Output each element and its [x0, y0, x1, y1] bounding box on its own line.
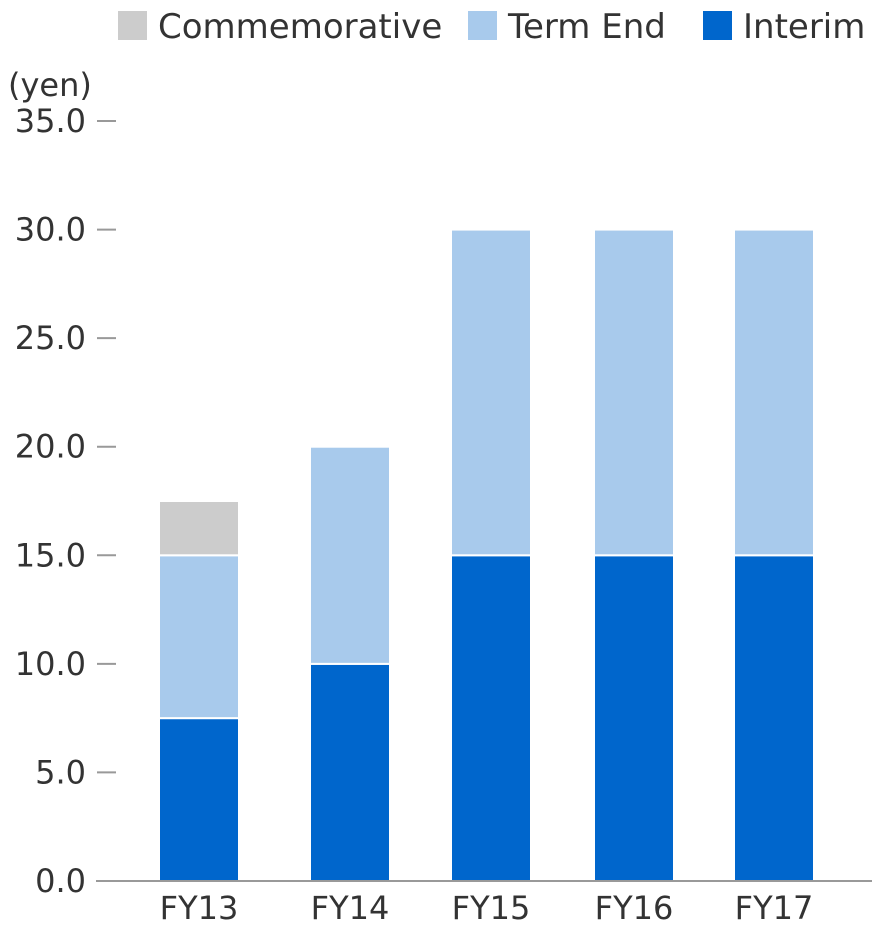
y-tick-label: 25.0 — [15, 319, 86, 357]
x-tick-label: FY14 — [311, 889, 390, 927]
bar-interim-fy14 — [309, 662, 391, 882]
bar-commemorative-fy13 — [158, 500, 240, 557]
legend-label: Commemorative — [158, 7, 442, 47]
bar-interim-fy17 — [733, 554, 815, 882]
bar-term-end-fy17 — [733, 228, 815, 557]
bar-term-end-fy13 — [158, 554, 240, 720]
legend-label: Interim — [743, 7, 865, 47]
y-tick-label: 5.0 — [35, 753, 86, 791]
bar-term-end-fy16 — [593, 228, 675, 557]
legend-label: Term End — [507, 7, 666, 47]
y-axis-unit-label: (yen) — [8, 66, 92, 104]
bars — [158, 228, 815, 883]
y-tick-label: 0.0 — [35, 862, 86, 900]
y-tick-label: 15.0 — [15, 536, 86, 574]
legend: Commemorative Term End Interim — [118, 7, 865, 47]
bar-interim-fy15 — [450, 554, 532, 882]
x-tick-label: FY17 — [735, 889, 814, 927]
legend-swatch — [468, 11, 497, 40]
x-tick-label: FY15 — [452, 889, 531, 927]
y-axis: 0.0 5.0 10.0 15.0 20.0 25.0 30.0 35.0 — [15, 102, 116, 900]
y-tick-label: 30.0 — [15, 211, 86, 249]
legend-swatch — [703, 11, 732, 40]
y-tick-label: 10.0 — [15, 645, 86, 683]
y-tick-label: 35.0 — [15, 102, 86, 140]
x-tick-label: FY16 — [595, 889, 674, 927]
x-tick-label: FY13 — [160, 889, 239, 927]
bar-term-end-fy15 — [450, 228, 532, 557]
bar-interim-fy13 — [158, 717, 240, 883]
bar-term-end-fy14 — [309, 445, 391, 665]
y-tick-label: 20.0 — [15, 428, 86, 466]
legend-swatch — [118, 11, 147, 40]
bar-interim-fy16 — [593, 554, 675, 882]
x-axis: FY13 FY14 FY15 FY16 FY17 — [160, 889, 814, 927]
